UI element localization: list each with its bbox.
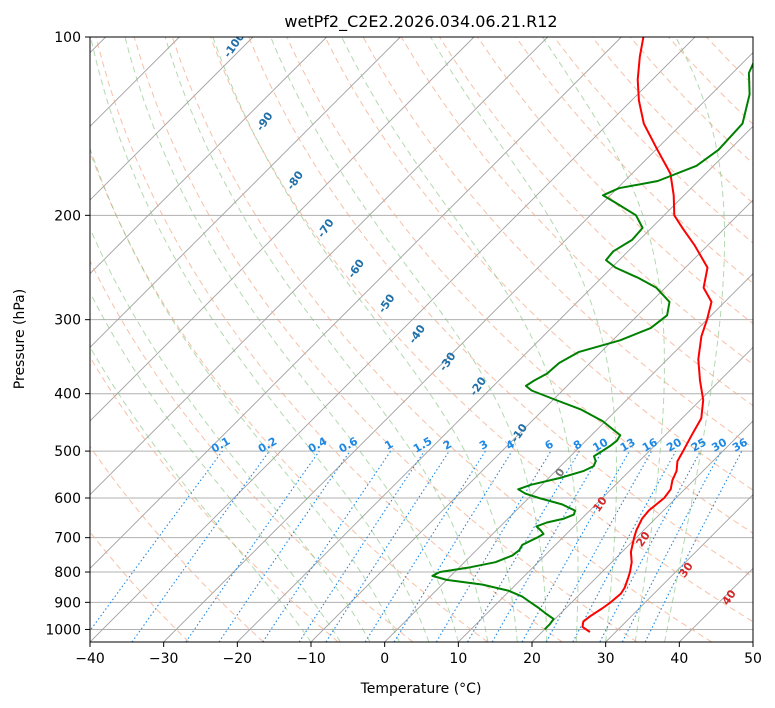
moist-adiabat-line [164,37,489,642]
moist-adiabat-line [664,37,726,642]
isotherm-line [90,37,475,422]
x-axis: −40 −30 −20 −10 0 10 20 30 40 50 [75,642,762,667]
plot-area: 0.1 0.2 0.4 0.6 1 1.5 2 3 4 6 8 10 13 16 20 25 30 36-100-… [90,37,753,642]
moist-adiabat-line [542,37,665,642]
plot-frame [89,36,754,643]
moist-adiabat-line [90,345,312,642]
dry-adiabat-line [90,259,414,642]
x-axis-title: Temperature (°C) [360,681,482,697]
y-tick-label: 400 [54,387,81,403]
mixing-ratio-line [572,450,677,642]
dry-adiabat-line [210,37,753,623]
y-tick-label: 900 [54,595,81,611]
mixing-ratio-line [262,450,392,642]
moist-adiabat-line [270,37,548,642]
mixing-ratio-line [644,450,743,642]
isotherm-line [237,125,753,642]
isotherm-line [458,346,753,642]
mixing-ratio-line [218,450,351,642]
x-tick-label: 20 [523,651,541,667]
temperature-profile [581,37,713,633]
isotherm-line [163,52,753,642]
mixing-ratio-line [521,450,630,642]
moist-adiabat-line [430,37,617,642]
moist-adiabat-line [341,37,579,642]
dry-adiabat-line [515,37,753,284]
dry-adiabats [90,37,753,642]
moist-adiabat-line [90,227,371,642]
dry-adiabat-line [248,37,753,578]
y-tick-label: 700 [54,531,81,547]
y-tick-label: 800 [54,565,81,581]
mixing-ratio-line [298,450,425,642]
isotherm-line [90,37,254,201]
moist-adiabat-line [124,37,459,642]
x-tick-label: −30 [149,651,179,667]
y-tick-label: 200 [54,208,81,224]
sounding-series [431,37,753,633]
moist-adiabat-line [212,37,518,642]
x-tick-label: 10 [449,651,467,667]
y-tick-label: 1000 [45,622,81,638]
moist-adiabat-line [90,291,341,642]
chart-title: wetPf2_C2E2.2026.034.06.21.R12 [284,12,557,32]
mixing-ratio-line [131,450,270,642]
isotherm-line [90,37,327,275]
x-tick-label: 50 [744,651,762,667]
isotherm-line [90,37,622,569]
y-tick-label: 600 [54,491,81,507]
x-tick-label: 30 [597,651,615,667]
x-tick-label: 0 [380,651,389,667]
y-tick-label: 100 [54,30,81,46]
dry-adiabat-line [286,37,753,534]
mixing-ratio-line [185,450,320,642]
dewpoint-profile [431,61,753,631]
isotherm-line [90,37,401,348]
dry-adiabat-line [324,37,753,491]
isotherm-line [90,37,548,496]
isotherm-line [90,37,696,642]
x-tick-label: −10 [296,651,326,667]
x-tick-label: −40 [75,651,105,667]
y-axis: 1000 900 800 700 600 500 400 300 200 100 [45,30,90,638]
y-axis-title: Pressure (hPa) [12,289,28,389]
moist-adiabat-line [90,37,430,642]
dry-adiabat-line [95,37,563,642]
mixing-ratio-line [325,450,450,642]
dry-adiabat-line [90,356,339,642]
moist-adiabats [90,37,726,642]
mixing-ratio-line [545,450,653,642]
mixing-ratio-lines [90,450,743,642]
isotherm-line [384,273,753,642]
pressure-gridlines [90,37,753,630]
mixing-ratio-line [393,450,513,642]
mixing-ratio-line [90,450,223,632]
y-tick-label: 500 [54,444,81,460]
y-tick-label: 300 [54,313,81,329]
x-tick-label: −20 [223,651,253,667]
dry-adiabat-line [171,37,712,642]
isotherm-line [605,494,753,642]
dry-adiabat-line [90,445,264,642]
x-tick-label: 40 [670,651,688,667]
